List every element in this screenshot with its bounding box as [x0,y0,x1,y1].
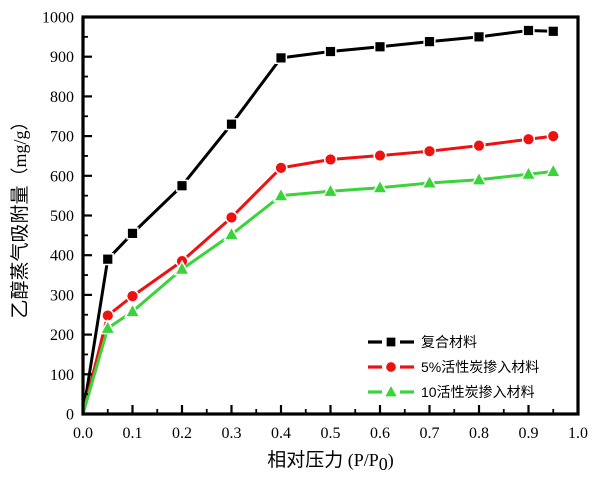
data-point-marker [371,178,389,194]
x-tick-label: 0.2 [172,425,192,442]
data-point-marker [324,45,337,58]
data-point-marker [272,186,290,202]
y-tick-label: 800 [50,89,74,106]
x-tick-label: 0.0 [73,425,93,442]
data-point-marker [175,179,189,192]
y-tick-label: 400 [50,248,74,265]
data-point-marker [173,259,191,276]
data-point-marker [544,162,562,178]
data-point-marker [421,173,438,190]
legend-label: 复合材料 [421,334,477,350]
y-tick-label: 300 [50,287,74,304]
data-point-marker [520,164,537,181]
series-复合材料 [81,24,560,415]
data-point-marker [323,152,338,167]
y-tick-label: 900 [50,49,74,66]
y-tick-label: 0 [66,407,74,424]
x-tick-label: 0.1 [123,425,143,442]
legend-item-复合材料: 复合材料 [368,334,477,350]
y-tick-label: 100 [50,367,74,384]
y-tick-label: 500 [50,208,74,225]
legend-marker-square [385,336,397,348]
data-point-marker [373,40,387,53]
series-10活性炭掺入材料 [81,162,562,415]
data-point-marker [101,253,114,266]
plot-border [81,15,580,416]
data-point-marker [225,118,238,131]
data-point-marker [546,129,560,143]
x-tick-label: 0.9 [519,425,539,442]
x-tick-label: 0.8 [469,425,489,442]
data-point-marker [373,148,387,163]
legend: 复合材料 5%活性炭掺入材料 10活性炭掺入材料 [368,334,539,400]
data-point-marker [274,161,288,175]
data-point-marker [223,225,240,241]
legend-item-5%活性炭掺入材料: 5%活性炭掺入材料 [368,359,539,375]
data-point-marker [125,289,140,303]
data-point-marker [322,181,339,198]
series-5%活性炭掺入材料 [81,129,560,415]
data-point-marker [521,132,536,146]
legend-marker-circle [384,360,398,374]
x-tick-label: 1.0 [568,425,588,442]
y-axis-title: 乙醇蒸气吸附量（mg/g） [9,112,31,318]
x-tick-label: 0.7 [420,425,440,442]
data-point-marker [274,51,288,64]
data-point-marker [547,25,560,38]
x-tick-label: 0.5 [321,425,341,442]
series-line-2 [81,169,554,415]
data-point-marker [224,210,239,225]
x-axis-title: 相对压力 (P/P0) [267,449,394,474]
legend-marker-triangle [382,382,400,398]
data-point-marker [124,302,141,318]
y-tick-label: 600 [50,168,74,185]
legend-label: 5%活性炭掺入材料 [421,359,539,375]
x-tick-label: 0.4 [271,425,291,442]
axis-ticks [81,15,580,416]
data-point-marker [99,318,117,335]
data-point-marker [472,139,486,153]
x-tick-labels: 0.0 0.1 0.2 0.3 0.4 0.5 0.6 0.7 0.8 0.9 1.0 [73,425,588,442]
data-point-marker [423,35,436,48]
data-point-marker [126,227,139,240]
legend-item-10活性炭掺入材料: 10活性炭掺入材料 [368,382,535,400]
y-tick-label: 1000 [42,10,74,27]
series-line-0 [81,28,554,415]
y-tick-labels: 0 100 200 300 400 500 600 700 800 900 1000 [42,10,74,424]
y-tick-label: 700 [50,129,74,146]
data-point-marker [470,170,488,186]
data-point-marker [522,24,535,37]
data-point-marker [472,30,486,43]
x-tick-label: 0.3 [222,425,242,442]
legend-label: 10活性炭掺入材料 [421,384,535,400]
series-group [81,24,562,415]
data-point-marker [422,144,437,158]
x-tick-label: 0.6 [370,425,390,442]
y-tick-label: 200 [50,327,74,344]
